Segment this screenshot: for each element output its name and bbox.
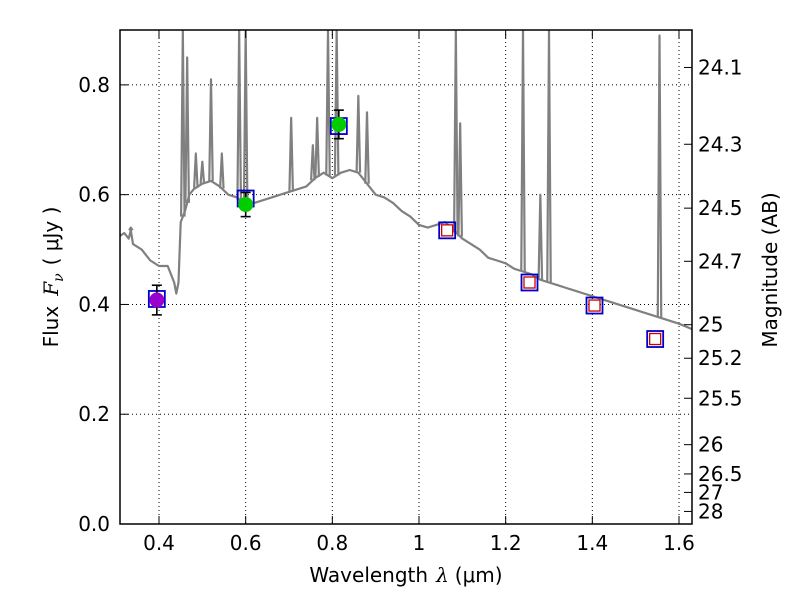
ticks: 0.4 0.6 0.8 1 1.2 1.4 1.6 0.0 0.2 0.4 0.6 0.8 24.1 24… bbox=[78, 30, 743, 555]
observed-point bbox=[238, 197, 254, 213]
y-axis-label: Flux Fν ( μJy ) bbox=[39, 207, 67, 348]
x-axis-label: Wavelength λ (μm) bbox=[309, 563, 502, 587]
emission-line-spike bbox=[236, 30, 242, 200]
emission-line-spike bbox=[193, 152, 199, 188]
mag-tick-label: 25.5 bbox=[698, 386, 743, 410]
y-tick-label: 0.8 bbox=[78, 73, 110, 97]
emission-line-spike bbox=[457, 122, 463, 237]
emission-line-spike bbox=[184, 56, 190, 203]
emission-line-spike bbox=[325, 30, 331, 176]
observed-point bbox=[331, 116, 347, 132]
y-tick-label: 0.4 bbox=[78, 292, 110, 316]
emission-line-spike bbox=[288, 116, 294, 192]
model-point-square bbox=[646, 330, 665, 348]
plot-area bbox=[120, 30, 692, 348]
mag-tick-label: 28 bbox=[698, 499, 723, 523]
mag-tick-label: 26.5 bbox=[698, 462, 743, 486]
emission-line-spike bbox=[656, 34, 663, 318]
y-axis-label-prefix: Flux bbox=[39, 306, 63, 348]
mag-tick-label: 25 bbox=[698, 313, 723, 337]
x-axis-label-unit: (μm) bbox=[455, 563, 503, 587]
y-tick-label: 0.6 bbox=[78, 183, 110, 207]
observed-point bbox=[149, 292, 165, 308]
model-point-square bbox=[585, 296, 604, 315]
model-point-square bbox=[520, 273, 539, 292]
emission-line-spike bbox=[310, 144, 316, 181]
emission-line-spike bbox=[520, 30, 526, 272]
x-axis-label-prefix: Wavelength bbox=[309, 563, 428, 587]
x-tick-label: 0.6 bbox=[230, 531, 262, 555]
y2-axis-label: Magnitude (AB) bbox=[758, 192, 782, 347]
emission-line-spike bbox=[537, 193, 544, 280]
x-tick-label: 0.8 bbox=[316, 531, 348, 555]
y-tick-label: 0.0 bbox=[78, 512, 110, 536]
x-tick-label: 0.4 bbox=[143, 531, 175, 555]
x-tick-label: 1.4 bbox=[576, 531, 608, 555]
mag-tick-label: 24.1 bbox=[698, 55, 743, 79]
y-axis-label-unit: ( μJy ) bbox=[39, 207, 63, 266]
mag-tick-label: 24.3 bbox=[698, 132, 743, 156]
emission-line-spike bbox=[208, 78, 214, 181]
emission-line-spike bbox=[364, 111, 370, 184]
x-tick-label: 1.6 bbox=[663, 531, 695, 555]
y-tick-label: 0.2 bbox=[78, 402, 110, 426]
emission-line-spike bbox=[453, 30, 459, 233]
plot-frame bbox=[119, 29, 693, 525]
model-point-inner bbox=[649, 332, 662, 346]
emission-line-spike bbox=[546, 30, 552, 283]
model-point-inner bbox=[588, 299, 601, 312]
emission-line-spike bbox=[128, 226, 134, 231]
emission-line-spike bbox=[355, 94, 362, 173]
model-point-square bbox=[438, 221, 457, 240]
mag-tick-label: 26 bbox=[698, 433, 723, 457]
y-axis-label-subscript: ν bbox=[51, 273, 67, 282]
mag-tick-label: 27 bbox=[698, 480, 723, 504]
x-tick-label: 1.2 bbox=[490, 531, 522, 555]
emission-line-spike bbox=[242, 30, 249, 206]
grid bbox=[120, 30, 692, 525]
emission-line-spike bbox=[314, 116, 320, 177]
model-point-inner bbox=[523, 276, 536, 289]
model-point-inner bbox=[441, 224, 454, 237]
x-axis-label-symbol: λ bbox=[435, 563, 449, 587]
mag-tick-label: 25.2 bbox=[698, 346, 743, 370]
emission-line-spike bbox=[199, 160, 206, 184]
emission-line-spike bbox=[180, 30, 186, 217]
x-tick-label: 1 bbox=[413, 531, 426, 555]
emission-line-spike bbox=[219, 152, 225, 189]
spectrum-line bbox=[120, 168, 692, 331]
mag-tick-label: 24.7 bbox=[698, 249, 743, 273]
mag-tick-label: 24.5 bbox=[698, 196, 743, 220]
emission-line-spike bbox=[333, 30, 340, 176]
y-axis-label-symbol: F bbox=[39, 281, 63, 297]
